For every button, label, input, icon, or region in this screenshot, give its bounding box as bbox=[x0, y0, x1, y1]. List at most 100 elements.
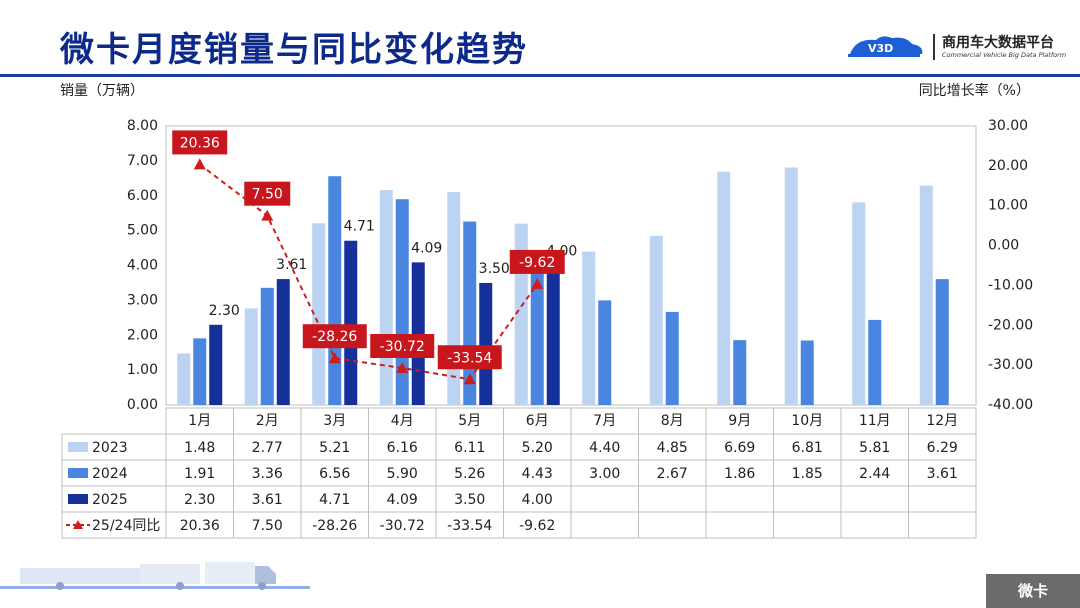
table-cell: 6.29 bbox=[927, 440, 958, 456]
table-cell: 2.44 bbox=[859, 466, 890, 482]
table-cell: 6.81 bbox=[792, 440, 823, 456]
table-category-label: 12月 bbox=[926, 413, 958, 429]
bar-2023 bbox=[447, 191, 461, 405]
table-cell: -9.62 bbox=[519, 518, 555, 534]
bar-2025-value-label: 4.71 bbox=[344, 219, 375, 235]
table-category-label: 9月 bbox=[728, 413, 751, 429]
bar-2024 bbox=[598, 300, 612, 405]
table-cell: 1.91 bbox=[184, 466, 215, 482]
right-axis-tick-label: -10.00 bbox=[988, 277, 1033, 293]
right-axis-tick-label: 10.00 bbox=[988, 198, 1028, 214]
yoy-marker bbox=[531, 277, 544, 289]
left-axis-tick-label: 2.00 bbox=[127, 327, 158, 343]
page-title: 微卡月度销量与同比变化趋势 bbox=[60, 30, 528, 70]
table-category-label: 1月 bbox=[188, 413, 211, 429]
logo-subtitle: Commercial Vehicle Big Data Platform bbox=[942, 51, 1067, 59]
yoy-label-box bbox=[437, 345, 502, 370]
table-cell: 6.11 bbox=[454, 440, 485, 456]
legend-key-yoy-marker bbox=[73, 520, 83, 529]
table-cell: 3.00 bbox=[589, 466, 620, 482]
table-cell: 1.86 bbox=[724, 466, 755, 482]
bar-2025 bbox=[546, 265, 560, 405]
right-axis-tick-label: -40.00 bbox=[988, 397, 1033, 413]
table-cell: -33.54 bbox=[447, 518, 492, 534]
right-axis-tick-label: -30.00 bbox=[988, 357, 1033, 373]
legend-key-2024 bbox=[68, 468, 88, 478]
yoy-label-box bbox=[509, 249, 565, 274]
legend-key-2025 bbox=[68, 494, 88, 504]
left-axis-tick-label: 5.00 bbox=[127, 223, 158, 239]
table-row-name: 2025 bbox=[92, 492, 128, 508]
bar-2023 bbox=[717, 171, 731, 405]
table-cell: 5.20 bbox=[522, 440, 553, 456]
left-axis-tick-label: 3.00 bbox=[127, 292, 158, 308]
left-axis-title: 销量（万辆） bbox=[60, 83, 144, 99]
table-cell: -28.26 bbox=[312, 518, 357, 534]
yoy-marker bbox=[463, 373, 476, 385]
logo-badge-text: V3D bbox=[868, 42, 893, 55]
table-cell: 4.85 bbox=[657, 440, 688, 456]
table-cell: 3.50 bbox=[454, 492, 485, 508]
bar-2025-value-label: 3.50 bbox=[479, 261, 510, 277]
table-cell: 5.26 bbox=[454, 466, 485, 482]
table-cell: 4.43 bbox=[522, 466, 553, 482]
yoy-marker bbox=[261, 209, 274, 221]
bar-2025 bbox=[479, 282, 493, 405]
bar-2024 bbox=[935, 279, 949, 405]
table-row-name: 2024 bbox=[92, 466, 128, 482]
bar-2024 bbox=[665, 311, 679, 405]
left-axis-tick-label: 6.00 bbox=[127, 188, 158, 204]
plot-frame bbox=[165, 125, 977, 406]
table-cell: 3.36 bbox=[252, 466, 283, 482]
yoy-value-label: -9.62 bbox=[519, 255, 555, 271]
yoy-label-box bbox=[370, 334, 435, 359]
table-cell: 6.56 bbox=[319, 466, 350, 482]
left-axis-tick-label: 8.00 bbox=[127, 118, 158, 134]
bar-2023 bbox=[852, 202, 866, 405]
table-cell: 4.40 bbox=[589, 440, 620, 456]
title-underline bbox=[0, 74, 1080, 77]
yoy-label-box bbox=[244, 181, 291, 206]
left-axis-tick-label: 4.00 bbox=[127, 258, 158, 274]
table-cell: 5.81 bbox=[859, 440, 890, 456]
right-axis-tick-label: -20.00 bbox=[988, 317, 1033, 333]
table-row-name: 2023 bbox=[92, 440, 128, 456]
yoy-label-box bbox=[302, 324, 367, 349]
yoy-label-box bbox=[172, 130, 228, 155]
yoy-marker bbox=[193, 158, 206, 170]
bar-2024 bbox=[733, 340, 747, 405]
logo-divider bbox=[933, 34, 935, 60]
table-cell: 3.61 bbox=[252, 492, 283, 508]
bar-2025 bbox=[276, 279, 290, 405]
logo-name: 商用车大数据平台 bbox=[942, 35, 1054, 51]
platform-logo: V3D 商用车大数据平台 Commercial Vehicle Big Data… bbox=[846, 28, 1076, 68]
bar-2023 bbox=[582, 251, 596, 405]
left-axis-tick-label: 0.00 bbox=[127, 397, 158, 413]
table-category-label: 8月 bbox=[661, 413, 684, 429]
right-axis-tick-label: 30.00 bbox=[988, 118, 1028, 134]
bar-2025 bbox=[411, 262, 425, 405]
bar-2023 bbox=[244, 308, 258, 405]
yoy-value-label: -28.26 bbox=[312, 329, 357, 345]
bar-2024 bbox=[395, 199, 409, 405]
table-category-label: 10月 bbox=[791, 413, 823, 429]
table-cell: 3.61 bbox=[927, 466, 958, 482]
table-cell: 2.77 bbox=[252, 440, 283, 456]
yoy-value-label: -33.54 bbox=[447, 350, 492, 366]
bar-2024 bbox=[800, 340, 814, 405]
v3d-logo-icon: V3D bbox=[848, 36, 923, 57]
legend-key-2023 bbox=[68, 442, 88, 452]
table-cell: -30.72 bbox=[380, 518, 425, 534]
footer-tag: 微卡 bbox=[986, 574, 1080, 608]
table-cell: 1.85 bbox=[792, 466, 823, 482]
table-cell: 4.00 bbox=[522, 492, 553, 508]
table-category-label: 4月 bbox=[391, 413, 414, 429]
right-axis-tick-label: 20.00 bbox=[988, 158, 1028, 174]
bar-2024 bbox=[868, 319, 882, 405]
left-axis-tick-label: 1.00 bbox=[127, 362, 158, 378]
table-cell: 20.36 bbox=[180, 518, 220, 534]
bar-2024 bbox=[328, 176, 342, 405]
yoy-value-label: 20.36 bbox=[180, 135, 220, 151]
yoy-value-label: -30.72 bbox=[380, 339, 425, 355]
